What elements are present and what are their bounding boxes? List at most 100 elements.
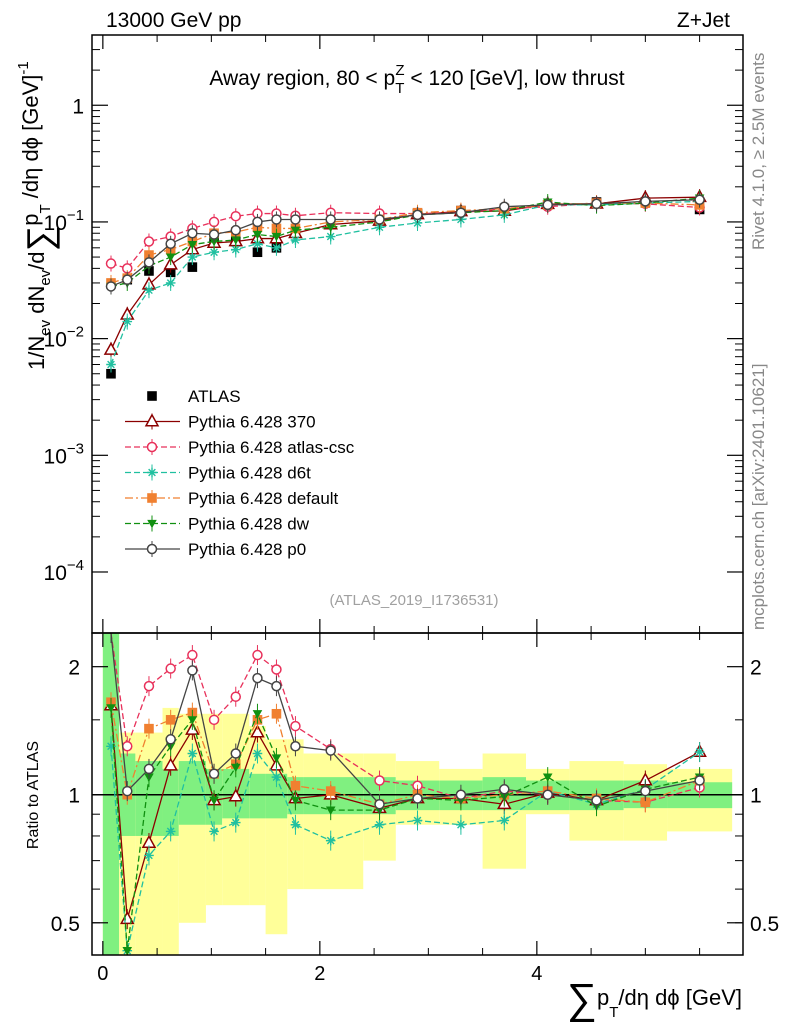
marker xyxy=(694,194,705,205)
marker xyxy=(252,247,263,258)
marker xyxy=(106,368,116,379)
marker xyxy=(290,796,301,806)
marker xyxy=(144,723,154,734)
marker xyxy=(271,243,282,253)
marker xyxy=(252,649,263,661)
marker xyxy=(252,216,263,228)
legend-label: Pythia 6.428 dw xyxy=(188,515,310,534)
legend-entry: Pythia 6.428 370 xyxy=(125,413,316,432)
marker xyxy=(230,748,242,759)
marker xyxy=(165,826,176,837)
marker xyxy=(122,274,133,285)
x-tick-label: 4 xyxy=(531,963,542,985)
ratio-tick-label-right: 2 xyxy=(750,657,762,680)
marker xyxy=(163,757,178,771)
y-tick-label: 10−2 xyxy=(44,324,84,352)
marker xyxy=(542,199,553,211)
ratio-tick-label-right: 1 xyxy=(750,785,762,808)
marker xyxy=(374,798,385,810)
marker xyxy=(144,850,154,861)
marker xyxy=(290,741,301,752)
legend-label: Pythia 6.428 p0 xyxy=(188,540,306,559)
x-tick-label: 2 xyxy=(314,963,325,985)
legend-entry: Pythia 6.428 d6t xyxy=(125,464,311,483)
marker xyxy=(640,797,651,808)
marker xyxy=(325,223,336,233)
series-0 xyxy=(106,197,705,379)
legend-entry: ATLAS xyxy=(147,387,241,406)
legend-label: Pythia 6.428 370 xyxy=(188,413,316,432)
marker xyxy=(252,672,263,684)
marker xyxy=(640,196,651,207)
y-tick-label: 10−4 xyxy=(44,557,84,585)
series-line xyxy=(110,197,700,288)
marker xyxy=(252,710,263,719)
marker xyxy=(271,232,282,242)
marker xyxy=(147,493,157,503)
marker xyxy=(106,359,116,370)
marker xyxy=(252,748,263,759)
marker xyxy=(144,413,160,427)
header-left: 13000 GeV pp xyxy=(106,9,241,32)
marker xyxy=(290,780,301,791)
marker xyxy=(325,231,336,242)
legend-entry: Pythia 6.428 p0 xyxy=(125,540,306,559)
marker xyxy=(640,785,651,797)
marker xyxy=(290,819,301,830)
marker xyxy=(252,230,263,240)
marker xyxy=(374,819,385,830)
marker xyxy=(165,278,176,288)
legend-label: Pythia 6.428 atlas-csc xyxy=(188,438,355,457)
marker xyxy=(146,441,158,453)
marker xyxy=(542,789,553,800)
ratio-tick-label: 1 xyxy=(68,785,80,808)
rivet-label: Rivet 4.1.0, ≥ 2.5M events xyxy=(749,53,768,250)
marker xyxy=(187,716,198,725)
y-tick-label: 1 xyxy=(72,95,84,118)
marker xyxy=(187,262,198,272)
marker xyxy=(325,786,336,796)
marker xyxy=(456,819,466,830)
marker xyxy=(250,724,265,738)
marker xyxy=(271,680,282,692)
marker xyxy=(271,708,282,719)
marker xyxy=(230,817,241,828)
marker xyxy=(209,247,219,258)
marker xyxy=(208,768,220,780)
marker xyxy=(103,341,119,355)
analysis-id: (ATLAS_2019_I1736531) xyxy=(329,592,498,609)
legend-label: ATLAS xyxy=(188,387,241,406)
legend-entry: Pythia 6.428 atlas-csc xyxy=(125,438,355,457)
header-right: Z+Jet xyxy=(677,9,730,32)
marker xyxy=(230,210,242,222)
marker xyxy=(271,223,282,234)
marker xyxy=(208,229,220,240)
marker xyxy=(694,775,705,786)
marker xyxy=(165,663,176,674)
marker xyxy=(146,543,158,555)
marker xyxy=(455,789,467,800)
marker xyxy=(325,835,336,846)
marker xyxy=(165,253,176,262)
ratio-tick-label-right: 0.5 xyxy=(750,913,779,936)
ratio-tick-label: 2 xyxy=(68,657,80,680)
marker xyxy=(412,815,423,826)
marker xyxy=(542,773,553,782)
marker xyxy=(122,316,133,327)
marker xyxy=(143,236,155,247)
marker xyxy=(187,649,198,661)
marker xyxy=(230,691,242,702)
y-tick-label: 10−3 xyxy=(44,440,84,468)
marker xyxy=(252,238,263,249)
marker xyxy=(271,772,282,782)
marker xyxy=(143,257,155,268)
marker xyxy=(106,704,116,713)
marker xyxy=(412,209,423,221)
marker xyxy=(290,226,301,235)
marker xyxy=(455,207,467,218)
series-5 xyxy=(106,190,705,295)
marker xyxy=(374,775,385,786)
marker xyxy=(290,720,301,732)
marker xyxy=(230,224,242,236)
